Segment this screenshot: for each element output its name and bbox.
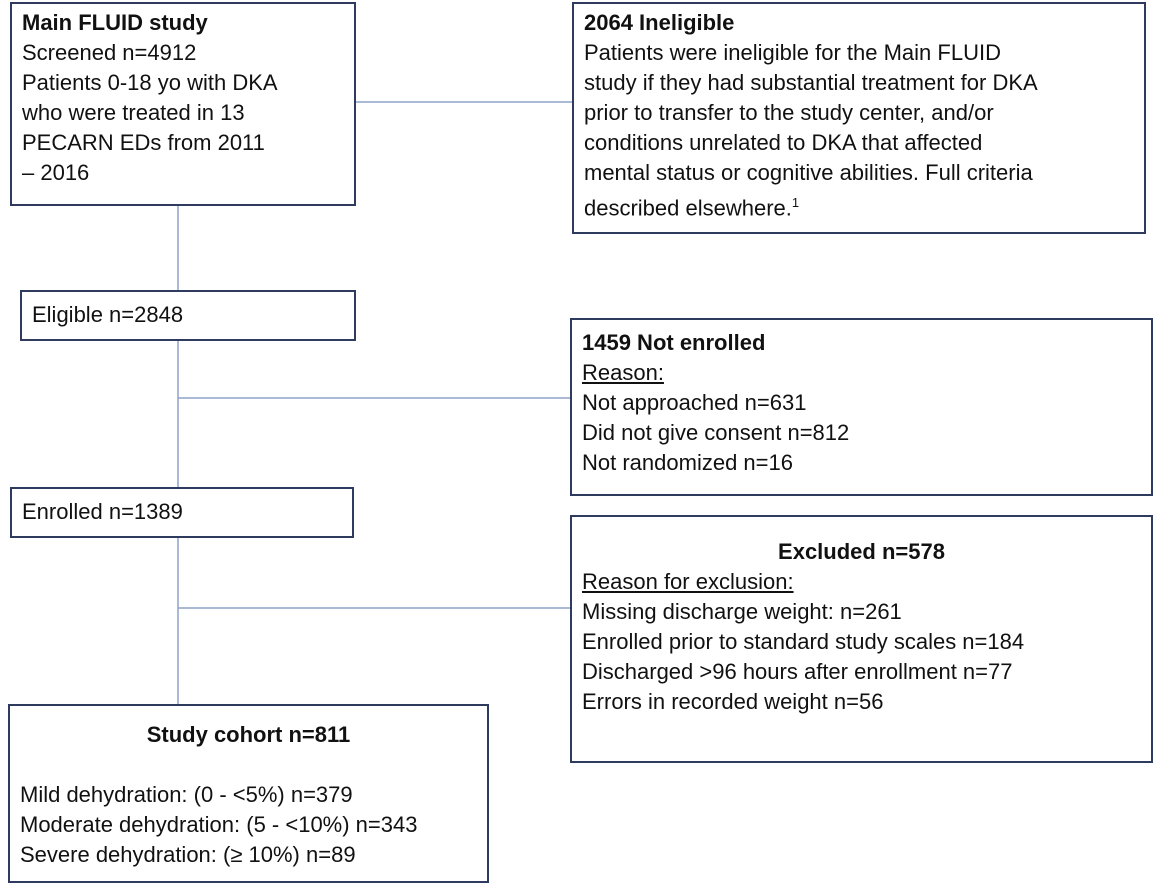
node-subtitle: Reason for exclusion: xyxy=(582,569,794,594)
node-title: Eligible n=2848 xyxy=(32,302,184,327)
footnote-ref: 1 xyxy=(791,195,800,210)
box: 2064 Ineligible Patients were ineligible … xyxy=(572,2,1146,234)
node-line: study if they had substantial treatment … xyxy=(584,70,1038,95)
node-title: 1459 Not enrolled xyxy=(582,330,766,355)
box: Enrolled n=1389 xyxy=(10,487,354,538)
node-line: – 2016 xyxy=(22,160,90,185)
box: 1459 Not enrolled Reason: Not approached n… xyxy=(570,318,1153,496)
node-title: Excluded n=578 xyxy=(778,539,945,564)
node-line: Mild dehydration: (0 - <5%) n=379 xyxy=(20,782,353,807)
node-line: conditions unrelated to DKA that affecte… xyxy=(584,130,983,155)
node-title: Study cohort n=811 xyxy=(146,722,351,747)
node-title: 2064 Ineligible xyxy=(584,10,735,35)
node-line: Not randomized n=16 xyxy=(582,450,793,475)
node-title: Main FLUID study xyxy=(22,10,208,35)
node-line: Patients were ineligible for the Main FL… xyxy=(584,40,1001,65)
node-title: Enrolled n=1389 xyxy=(22,499,183,524)
node-line: prior to transfer to the study center, a… xyxy=(584,100,994,125)
node-line: Patients 0-18 yo with DKA xyxy=(22,70,278,95)
node-line: Moderate dehydration: (5 - <10%) n=343 xyxy=(20,812,418,837)
box: Eligible n=2848 xyxy=(20,290,356,341)
node-line: Discharged >96 hours after enrollment n=… xyxy=(582,659,1013,684)
node-line: Not approached n=631 xyxy=(582,390,807,415)
box: Main FLUID study Screened n=4912 Patients … xyxy=(10,2,356,206)
node-line: Errors in recorded weight n=56 xyxy=(582,689,884,714)
node-line: mental status or cognitive abilities. Fu… xyxy=(584,160,1033,185)
node-line: Missing discharge weight: n=261 xyxy=(582,599,902,624)
node-line: described elsewhere.1 xyxy=(584,195,800,221)
box: Study cohort n=811 Mild dehydration: (0 -… xyxy=(8,704,489,883)
node-line: Did not give consent n=812 xyxy=(582,420,850,445)
node-line: Screened n=4912 xyxy=(22,40,197,65)
box: Excluded n=578 Reason for exclusion: Missi… xyxy=(570,515,1153,763)
node-line: Severe dehydration: (≥ 10%) n=89 xyxy=(20,842,356,867)
node-line: PECARN EDs from 2011 xyxy=(22,130,265,155)
node-line: who were treated in 13 xyxy=(22,100,245,125)
node-line: Enrolled prior to standard study scales … xyxy=(582,629,1025,654)
node-subtitle: Reason: xyxy=(582,360,664,385)
